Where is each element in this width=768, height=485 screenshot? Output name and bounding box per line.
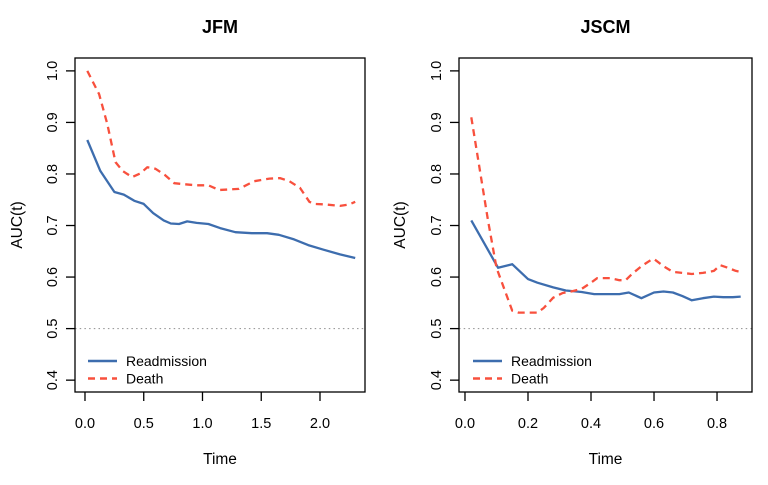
- x-tick-label: 0.5: [134, 416, 154, 432]
- chart-title: JSCM: [580, 17, 630, 37]
- y-tick-label: 0.7: [45, 215, 61, 235]
- y-tick-label: 0.9: [429, 112, 445, 132]
- y-tick-label: 0.5: [45, 319, 61, 339]
- x-tick-label: 0.0: [75, 416, 95, 432]
- x-tick-label: 1.5: [251, 416, 271, 432]
- y-tick-label: 0.9: [45, 112, 61, 132]
- chart-title: JFM: [202, 17, 238, 37]
- y-tick-label: 0.4: [429, 370, 445, 390]
- series-line-death: [470, 117, 741, 314]
- x-tick-label: 0.0: [455, 416, 475, 432]
- x-axis-label: Time: [589, 451, 623, 468]
- x-tick-label: 0.2: [518, 416, 538, 432]
- y-tick-label: 0.6: [45, 267, 61, 287]
- legend-label-readmission: Readmission: [511, 353, 592, 369]
- y-tick-label: 0.4: [45, 370, 61, 390]
- legend-label-death: Death: [126, 370, 163, 386]
- y-axis-label: AUC(t): [392, 201, 409, 248]
- y-tick-label: 1.0: [45, 61, 61, 81]
- x-tick-label: 0.6: [644, 416, 664, 432]
- y-tick-label: 1.0: [429, 61, 445, 81]
- y-tick-label: 0.7: [429, 215, 445, 235]
- x-axis-label: Time: [203, 451, 237, 468]
- plot-frame: [74, 57, 366, 393]
- y-tick-label: 0.8: [429, 164, 445, 184]
- legend-label-readmission: Readmission: [126, 353, 207, 369]
- x-tick-label: 0.4: [581, 416, 601, 432]
- plot-frame: [458, 57, 753, 393]
- series-line-readmission: [470, 219, 741, 302]
- x-tick-label: 0.8: [707, 416, 727, 432]
- series-line-readmission: [86, 139, 356, 260]
- x-tick-label: 2.0: [310, 416, 330, 432]
- y-tick-label: 0.6: [429, 267, 445, 287]
- legend-label-death: Death: [511, 370, 548, 386]
- x-tick-label: 1.0: [192, 416, 212, 432]
- chart-panel-jscm: 0.0 0.2 0.4 0.6 0.8 0.4 0.5 0.6 0.7 0.8 0.9 1.0 JSCM…: [392, 17, 753, 468]
- y-tick-label: 0.5: [429, 319, 445, 339]
- y-tick-label: 0.8: [45, 164, 61, 184]
- y-axis-label: AUC(t): [9, 201, 26, 248]
- series-line-death: [86, 70, 356, 208]
- chart-panel-jfm: 0.0 0.5 1.0 1.5 2.0 0.4 0.5 0.6 0.7 0.8 0.9 1.0 JFM T…: [9, 17, 366, 468]
